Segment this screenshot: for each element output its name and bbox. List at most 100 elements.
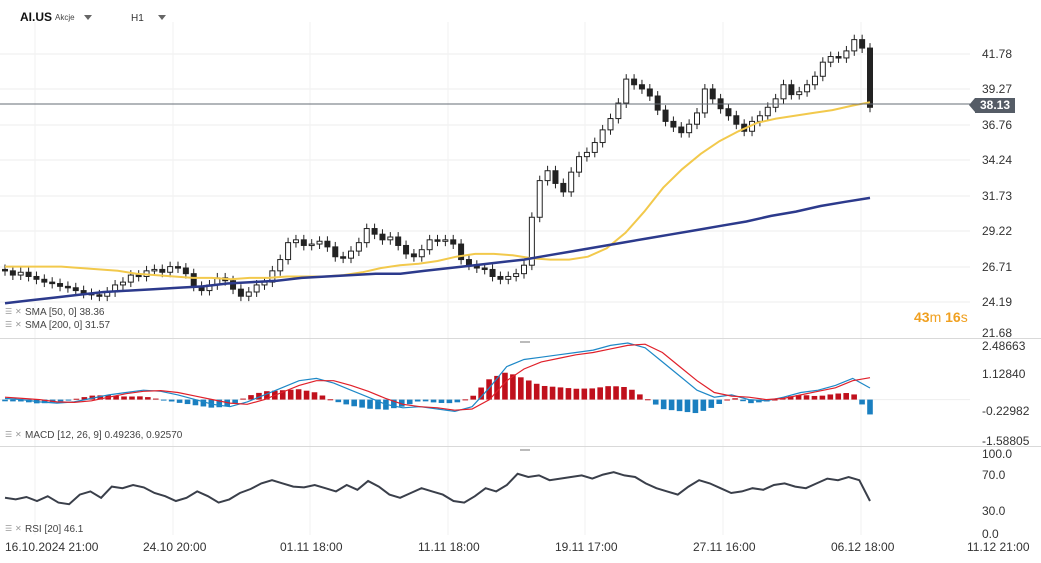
timer-minutes: 43 [914,309,930,325]
candle-body [796,91,803,96]
legend-sma50-label: SMA [50, 0] 38.36 [25,307,105,318]
candle-countdown-timer: 43m 16s [914,309,968,325]
settings-icon[interactable]: ☰ [5,320,13,330]
candle-body [33,275,40,280]
settings-icon[interactable]: ☰ [5,307,13,317]
legend-rsi[interactable]: ☰ ✕ RSI [20] 46.1 [5,524,83,535]
candle-body [49,281,56,285]
panel-resize-handle[interactable] [520,449,530,451]
settings-icon[interactable]: ☰ [5,430,13,440]
close-icon[interactable]: ✕ [15,430,22,440]
current-price-tag: 38.13 [969,98,1015,113]
close-icon[interactable]: ✕ [15,320,22,330]
legend-macd[interactable]: ☰ ✕ MACD [12, 26, 9] 0.49236, 0.92570 [5,430,182,441]
macd-histogram-bar [256,392,262,400]
candle-body [332,246,339,258]
candle-body [245,291,252,297]
candle-body [631,78,638,86]
candle-body [72,287,79,292]
candle-body [544,170,551,182]
macd-histogram-bar [660,399,667,410]
macd-histogram-bar [113,395,119,400]
macd-histogram-bar [200,399,207,407]
time-tick: 11.11 18:00 [418,540,480,554]
candle-body [733,115,740,125]
macd-histogram-bar [470,395,477,400]
candle-body [819,61,826,77]
candle-body [599,129,606,144]
candle-body [190,273,197,287]
macd-histogram-bar [398,399,405,407]
macd-histogram-bar [692,399,699,414]
symbol-dropdown-chevron-icon[interactable] [84,15,92,20]
candle-body [182,267,189,275]
close-icon[interactable]: ✕ [15,307,22,317]
candle-body [867,47,873,108]
candle-body [505,275,512,280]
symbol-name[interactable]: AI.US [20,10,53,24]
candle-body [96,294,103,297]
sma200-line [4,196,871,305]
candle-body [851,39,858,52]
macd-histogram-bar [843,393,849,400]
interval-dropdown-chevron-icon[interactable] [158,15,166,20]
macd-histogram-bar [351,399,357,407]
price-tick: 34.24 [982,153,1013,167]
candle-body [442,239,449,242]
macd-histogram-bar [232,399,238,404]
macd-histogram-bar [343,399,350,405]
macd-histogram-bar [335,399,342,403]
macd-tick: -1.58805 [982,434,1030,448]
candle-body [308,243,315,247]
macd-histogram-bar [176,399,183,403]
macd-histogram-bar [65,399,72,401]
candle-body [167,266,174,273]
macd-histogram-bar [740,399,746,402]
candle-body [489,268,496,277]
legend-sma50[interactable]: ☰ ✕ SMA [50, 0] 38.36 [5,307,105,318]
macd-histogram-bar [811,395,818,400]
macd-histogram-bar [573,388,580,400]
macd-histogram-bar [303,390,310,400]
panel-resize-handle[interactable] [520,341,530,343]
candle-body [623,78,630,104]
candle-body [25,271,32,277]
panel-divider-rsi[interactable] [0,446,1041,447]
macd-histogram-bar [518,377,524,400]
candle-body [379,233,386,241]
macd-histogram-bar [502,372,508,400]
rsi-tick: 70.0 [982,468,1006,482]
candle-body [237,288,244,297]
candle-body [355,242,362,252]
timer-seconds: 16 [945,309,961,325]
candle-body [843,50,850,59]
candle-body [811,75,818,86]
candle-body [859,39,866,49]
macd-histogram-bar [73,398,80,400]
panel-divider-macd[interactable] [0,338,1041,339]
macd-histogram-bar [137,396,143,400]
macd-histogram-bar [708,399,715,408]
macd-histogram-bar [533,383,540,400]
macd-histogram-bar [771,399,778,401]
candle-body [9,270,16,276]
macd-histogram-bar [319,395,326,400]
macd-histogram-bar [525,380,532,400]
macd-histogram-bar [541,385,548,400]
macd-histogram-bar [454,399,461,403]
candle-body [827,56,834,63]
macd-histogram-bar [160,399,167,401]
candle-body [285,242,292,261]
interval-selector[interactable]: H1 [131,13,144,24]
candle-body [371,228,378,235]
macd-histogram-bar [414,399,421,402]
legend-sma200[interactable]: ☰ ✕ SMA [200, 0] 31.57 [5,320,110,331]
candle-body [410,253,417,258]
settings-icon[interactable]: ☰ [5,524,13,534]
candle-body [670,120,677,128]
candle-body [804,84,811,93]
macd-histogram-bar [359,399,365,408]
candle-body [403,244,410,255]
close-icon[interactable]: ✕ [15,524,22,534]
